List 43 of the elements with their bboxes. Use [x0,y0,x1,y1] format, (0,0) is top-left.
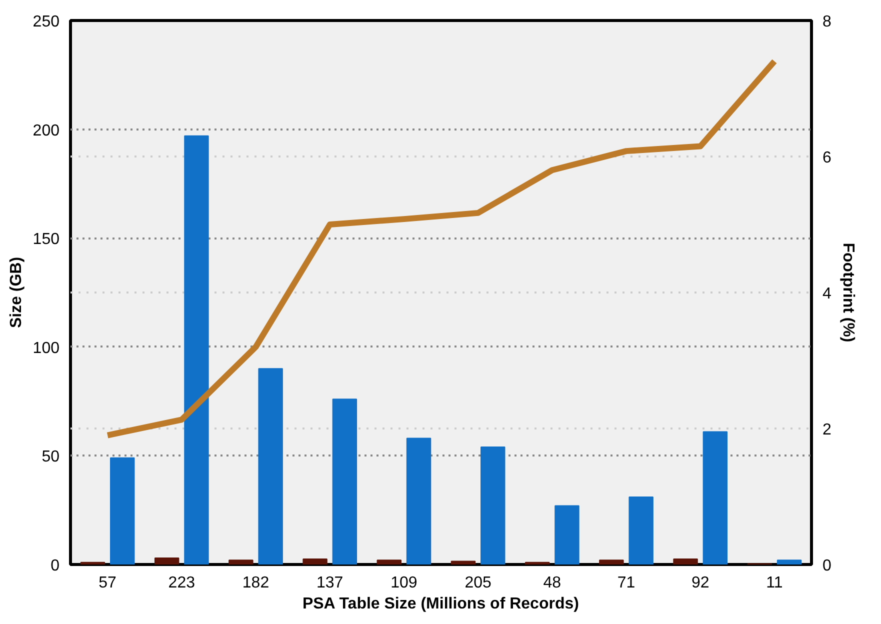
bar [524,562,550,564]
bar [80,562,106,564]
bar [673,558,698,564]
y2-tick-label: 4 [822,286,832,302]
y-tick-label: 150 [32,231,60,248]
bar [480,446,506,564]
y-axis-title: Size (GB) [8,256,25,328]
bar [450,560,476,564]
bar [228,560,254,564]
x-tick-label: 92 [691,574,710,592]
x-tick-label: 11 [766,574,783,592]
y2-tick-label: 8 [822,14,832,30]
bar [628,496,654,564]
x-tick-label: 48 [543,574,562,592]
x-tick-label: 109 [390,574,418,592]
bar [258,368,283,564]
y-tick-label: 250 [32,14,60,30]
y2-tick-label: 0 [822,558,832,574]
x-tick-label: 182 [242,574,270,592]
bar [110,457,135,564]
y2-tick-label: 6 [822,150,832,166]
bar [376,560,402,564]
x-tick-label: 223 [168,574,196,592]
bar [154,557,180,564]
x-tick-label: 71 [617,574,636,592]
y-tick-label: 200 [32,122,60,140]
bar [184,135,209,564]
y-tick-label: 0 [50,558,60,574]
y-tick-label: 100 [32,340,60,357]
bar [554,505,580,564]
y-tick-label: 50 [42,448,60,466]
bar [776,560,802,564]
bar [599,560,624,564]
bar [332,398,358,564]
x-tick-label: 205 [464,574,492,592]
x-tick-label: 137 [316,574,344,592]
bar [702,431,728,564]
y2-axis-title: Footprint (%) [839,242,856,342]
x-axis-title: PSA Table Size (Millions of Records) [302,596,579,612]
bar [302,558,328,564]
bar [406,438,432,564]
x-tick-label: 57 [98,574,117,592]
y2-tick-label: 2 [822,422,832,438]
